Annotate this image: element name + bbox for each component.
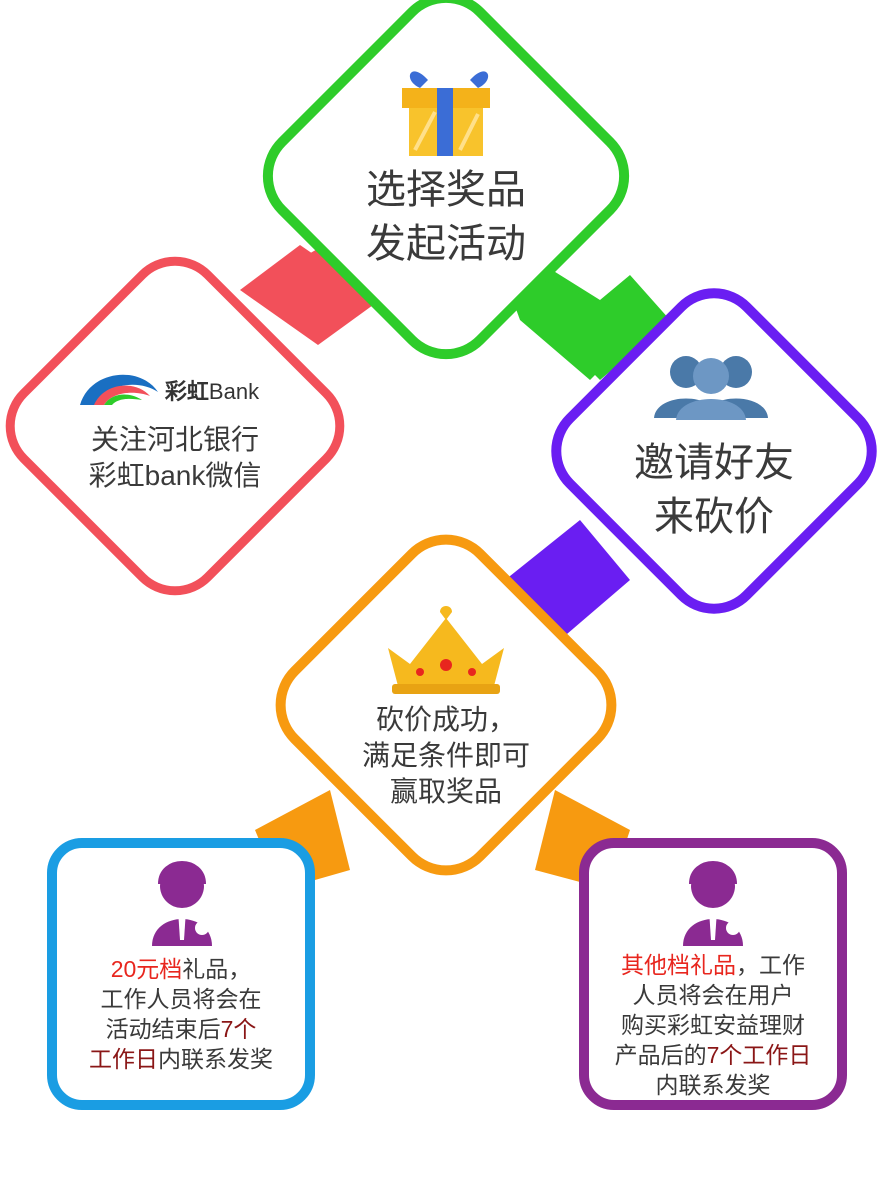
step-choose-diamond (262, 0, 630, 360)
prize-other-line4-hl: 7个工作日 (706, 1042, 812, 1068)
prize-20-line3-pre: 活动结束后 (105, 1016, 221, 1042)
prize-20-line3: 活动结束后7个 (62, 1014, 300, 1044)
prize-20-box (47, 838, 315, 1110)
prize-20-line1: 20元档礼品， (62, 954, 300, 984)
step-choose-line1: 选择奖品 (366, 168, 526, 212)
logo-bank: Bank (208, 379, 260, 404)
prize-other-line4: 产品后的7个工作日 (594, 1040, 832, 1070)
prize-20-line2: 工作人员将会在 (100, 986, 262, 1012)
step-follow-diamond (5, 256, 345, 596)
prize-20-line4-rest: 内联系发奖 (158, 1046, 273, 1072)
prize-20-line1-rest: 礼品， (182, 956, 252, 982)
step-follow-line1: 关注河北银行 (90, 424, 259, 455)
logo-label: 彩虹Bank (162, 378, 262, 406)
step-choose-line2: 发起活动 (366, 222, 526, 266)
prize-20-line4-hl: 工作日 (89, 1046, 158, 1072)
connector-red-2 (240, 245, 380, 345)
prize-other-line1-rest: ，工作 (736, 952, 805, 978)
step-success-line3: 赢取奖品 (389, 776, 502, 807)
step-invite-diamond (551, 288, 877, 614)
crown-icon (388, 606, 504, 694)
prize-other-line3: 购买彩虹安益理财 (621, 1012, 805, 1038)
step-success-line1: 砍价成功， (375, 704, 516, 735)
prize-20-line3-hl: 7个 (220, 1016, 257, 1042)
prize-other-line5: 内联系发奖 (655, 1072, 771, 1098)
rainbow-bank-logo (80, 374, 158, 405)
customer-service-icon (152, 861, 212, 946)
prize-other-line2: 人员将会在用户 (632, 982, 794, 1008)
step-success-diamond (275, 534, 617, 876)
logo-text: 彩虹 (164, 379, 209, 404)
gift-icon (402, 71, 490, 156)
prize-20-highlight: 20元档 (110, 956, 183, 982)
connector-green-2 (500, 265, 650, 380)
prize-other-box (579, 838, 847, 1110)
step-invite-line2: 来砍价 (654, 495, 774, 539)
step-invite-line1: 邀请好友 (634, 441, 794, 485)
step-follow-line2: 彩虹bank微信 (88, 460, 262, 491)
prize-other-line4-pre: 产品后的 (614, 1042, 707, 1068)
prize-20-line4: 工作日内联系发奖 (62, 1044, 300, 1074)
prize-other-line1: 其他档礼品，工作 (594, 950, 832, 980)
step-success-line2: 满足条件即可 (361, 740, 530, 771)
users-group-icon (654, 356, 768, 420)
customer-service-icon-2 (683, 861, 743, 946)
prize-other-highlight: 其他档礼品 (621, 952, 736, 978)
